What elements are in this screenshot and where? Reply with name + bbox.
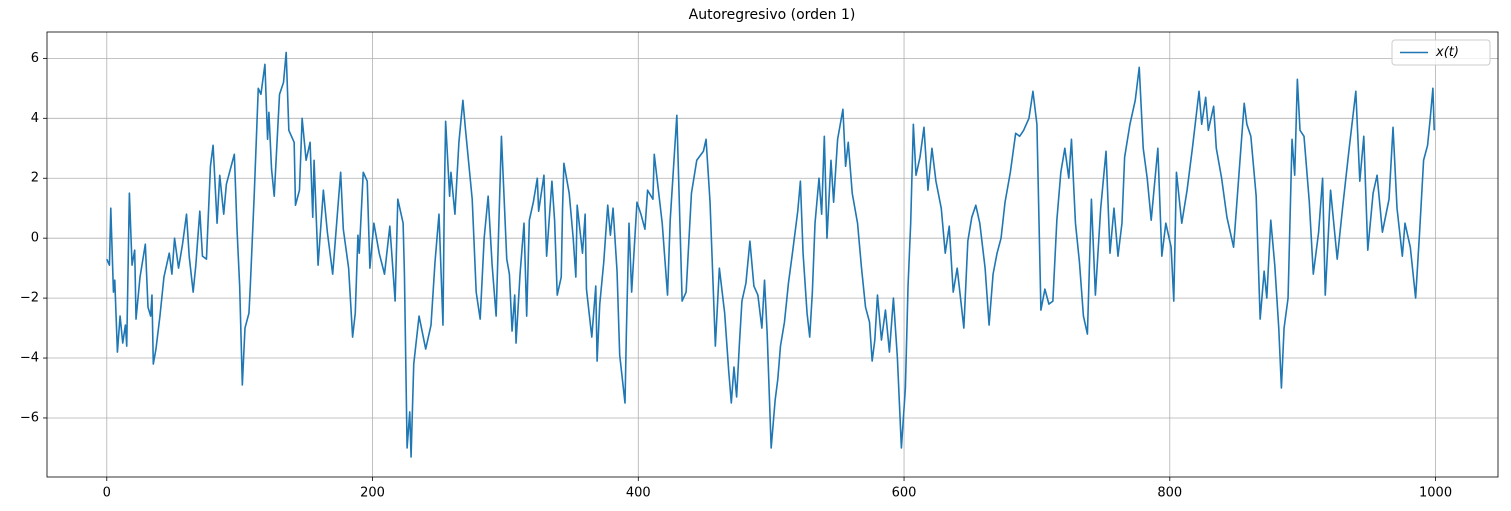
x-tick-label: 800 — [1157, 486, 1182, 501]
legend-label: x(t) — [1435, 45, 1459, 60]
plot-frame — [46, 31, 1499, 478]
legend: x(t) — [1391, 39, 1491, 66]
legend-box — [1391, 39, 1491, 66]
y-tick-label: 4 — [31, 111, 39, 126]
y-tick-label: −6 — [20, 410, 39, 425]
x-tick-label: 1000 — [1419, 486, 1452, 501]
chart-title: Autoregresivo (orden 1) — [689, 7, 856, 23]
x-tick-label: 0 — [103, 486, 111, 501]
x-tick-label: 200 — [360, 486, 385, 501]
y-tick-label: 0 — [31, 231, 39, 246]
series-line — [106, 51, 1436, 458]
y-tick-label: 2 — [31, 171, 39, 186]
y-tick-label: −4 — [20, 351, 39, 366]
x-tick-label: 600 — [892, 486, 917, 501]
y-tick-label: −2 — [20, 291, 39, 306]
y-tick-label: 6 — [31, 51, 39, 66]
x-tick-label: 400 — [626, 486, 651, 501]
